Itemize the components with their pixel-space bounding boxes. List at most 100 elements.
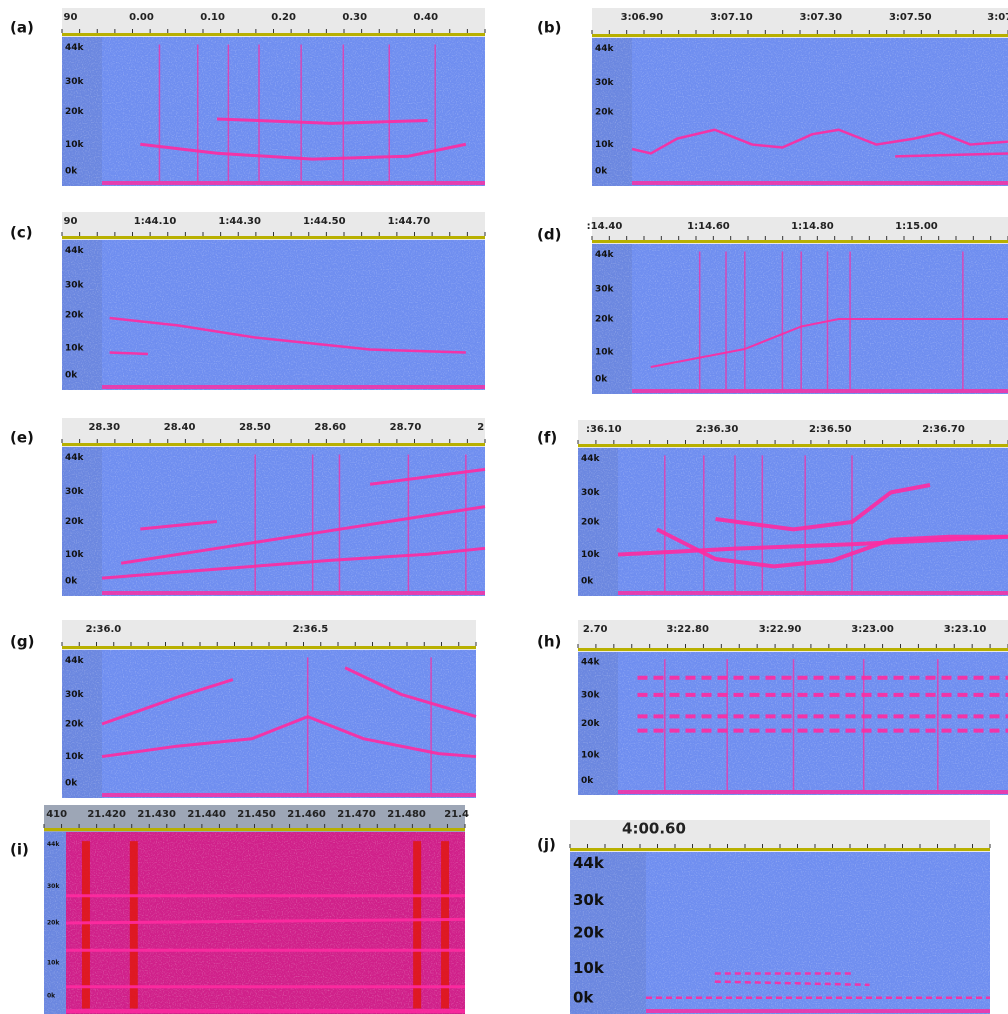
time-tick-label: 3:22.80	[666, 624, 709, 635]
call-trace	[65, 917, 466, 925]
panel-label: (e)	[10, 429, 34, 447]
spectrogram-panel: (e) 28.30 28.40 28.50 28.60 28.70 2 44k 30k 20k 10…	[10, 418, 486, 596]
freq-tick-label: 30k	[65, 281, 85, 291]
time-tick-label: 3:07	[987, 12, 1008, 23]
spectrogram-panel: (d):14.40 1:14.60 1:14.80 1:15.00 44k 30k 20k 1…	[537, 217, 1008, 394]
panel-label: (d)	[537, 226, 561, 244]
time-tick-label: 21.430	[137, 809, 176, 820]
ruler-bar	[62, 443, 485, 446]
freq-tick-label: 44k	[595, 250, 615, 260]
freq-tick-label: 30k	[47, 883, 60, 890]
freq-tick-label: 20k	[595, 315, 615, 325]
freq-tick-label: 0k	[581, 577, 594, 587]
freq-tick-label: 10k	[65, 550, 85, 560]
time-tick-label: 2:36.5	[293, 624, 329, 635]
freq-tick-label: 20k	[65, 107, 85, 117]
ruler-bar	[578, 648, 1008, 651]
freq-tick-label: 30k	[581, 488, 601, 498]
time-tick-label: 2.70	[583, 624, 608, 635]
spectrogram-panel: (a) 90 0.00 0.10 0.20 0.30 0.40 44k 30k 20k 10k 0k	[10, 8, 486, 186]
time-tick-label: 2:36.0	[86, 624, 122, 635]
panel-label: (h)	[537, 633, 561, 651]
baseline-noise	[102, 591, 485, 595]
call-trace	[101, 715, 477, 759]
panel-label: (b)	[537, 19, 561, 37]
call-trace	[369, 467, 486, 486]
spectro-noise	[62, 447, 485, 596]
baseline-noise	[102, 793, 476, 797]
freq-tick-label: 0k	[65, 779, 78, 789]
time-tick-label: 3:07.50	[889, 12, 932, 23]
freq-tick-label: 30k	[581, 690, 601, 700]
time-tick-label: 28.60	[314, 422, 346, 433]
ruler-bar	[62, 33, 485, 36]
spectrogram-panel: (j) 4:00.60 44k 30k 20k 10k 0k	[537, 820, 991, 1014]
time-tick-label: 0.30	[342, 12, 367, 23]
call-trace	[109, 316, 466, 354]
panel-label: (j)	[537, 836, 556, 854]
time-tick-label: 21.450	[237, 809, 276, 820]
spectro-noise	[570, 852, 990, 1014]
freq-tick-label: 0k	[581, 776, 594, 786]
spectrogram-panel: (i) 410 21.420 21.430 21.440 21.450 21.460 21.4…	[10, 805, 469, 1014]
baseline-noise	[102, 181, 485, 185]
call-trace	[140, 520, 218, 531]
call-trace	[120, 505, 486, 565]
freq-tick-label: 10k	[65, 752, 85, 762]
time-tick-label: 1:15.00	[895, 221, 938, 232]
ruler-bar	[592, 240, 1008, 243]
freq-tick-label: 10k	[47, 960, 60, 967]
freq-tick-label: 20k	[65, 517, 85, 527]
call-trace	[617, 534, 1008, 557]
spectrogram-panel: (c) 90 1:44.10 1:44.30 1:44.50 1:44.70 44k 30k 2…	[10, 212, 486, 390]
time-tick-label: 0.10	[200, 12, 225, 23]
time-tick-label: 21.4	[444, 809, 469, 820]
time-tick-label: :36.10	[586, 424, 622, 435]
freq-tick-label: 44k	[581, 658, 601, 668]
spectrogram-panel: (f):36.10 2:36.30 2:36.50 2:36.70 44k 30k 20k 1…	[537, 420, 1008, 596]
time-tick-label: 28.50	[239, 422, 271, 433]
freq-tick-label: 0k	[65, 371, 78, 381]
freq-tick-label: 10k	[595, 140, 615, 150]
time-tick-label: 21.460	[287, 809, 326, 820]
freq-tick-label: 30k	[595, 78, 615, 88]
time-tick-label: 3:22.90	[759, 624, 802, 635]
call-trace	[715, 483, 931, 532]
freq-tick-label: 20k	[595, 108, 615, 118]
baseline-noise	[618, 591, 1008, 595]
time-tick-label: 1:14.60	[687, 221, 730, 232]
call-trace	[650, 318, 1008, 368]
freq-tick-label: 10k	[573, 959, 605, 977]
freq-tick-label: 20k	[47, 920, 60, 927]
time-tick-label: 21.420	[87, 809, 126, 820]
freq-tick-label: 20k	[573, 924, 605, 942]
freq-tick-label: 10k	[581, 750, 601, 760]
spectro-noise	[578, 448, 1008, 596]
call-trace	[109, 351, 149, 356]
freq-tick-label: 44k	[573, 854, 605, 872]
freq-tick-label: 20k	[65, 720, 85, 730]
call-trace	[140, 142, 467, 161]
ruler-bar	[578, 444, 1008, 447]
freq-tick-label: 0k	[65, 167, 78, 177]
baseline-noise	[102, 385, 485, 389]
time-tick-label: 1:14.80	[791, 221, 834, 232]
time-tick-label: 3:06.90	[621, 12, 664, 23]
freq-tick-label: 44k	[581, 454, 601, 464]
time-tick-label: 2:36.70	[922, 424, 965, 435]
freq-tick-label: 30k	[595, 285, 615, 295]
time-tick-label: 28.30	[88, 422, 120, 433]
time-tick-label: 2:36.30	[696, 424, 739, 435]
freq-tick-label: 0k	[595, 375, 608, 385]
time-tick-label: 3:07.30	[800, 12, 843, 23]
freq-tick-label: 10k	[595, 348, 615, 358]
time-tick-label: 2	[477, 422, 484, 433]
spectrogram-panel: (h) 2.70 3:22.80 3:22.90 3:23.00 3:23.10 44k 30…	[537, 620, 1008, 795]
time-tick-label: 1:44.10	[134, 216, 177, 227]
freq-tick-label: 0k	[573, 988, 594, 1006]
time-tick-label: 410	[46, 809, 67, 820]
time-tick-label: 21.470	[337, 809, 376, 820]
call-trace	[631, 128, 1008, 155]
baseline-noise	[632, 389, 1008, 393]
